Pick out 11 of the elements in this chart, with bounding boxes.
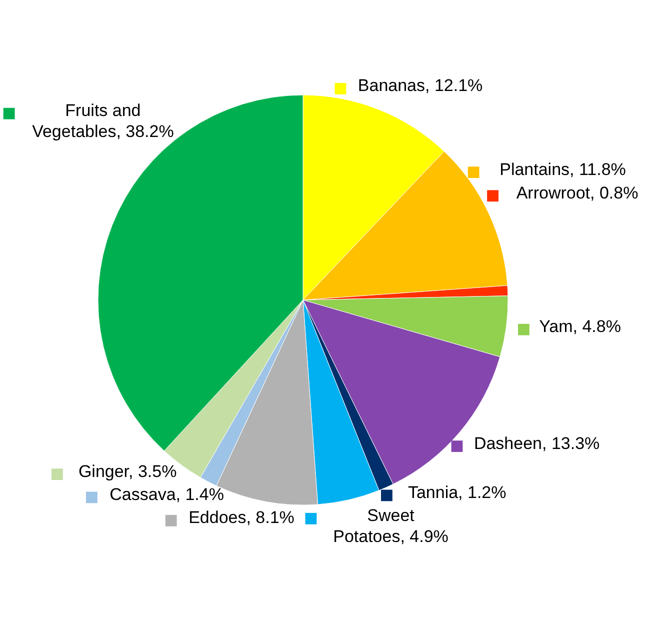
slice-label: Sweet Potatoes, 4.9% — [333, 506, 448, 546]
legend-label: Dasheen, 13.3% — [474, 434, 600, 453]
legend-label: Plantains, 11.8% — [500, 160, 626, 179]
legend-label: Arrowroot, 0.8% — [516, 183, 638, 202]
legend-label: Yam, 4.8% — [539, 317, 621, 336]
legend-label: Eddoes, 8.1% — [188, 508, 294, 528]
legend-label: Tannia, 1.2% — [408, 482, 506, 502]
legend-label: Bananas, 12.1% — [358, 76, 483, 96]
legend-label: Cassava, 1.4% — [110, 484, 224, 504]
legend-label: Ginger, 3.5% — [78, 462, 177, 481]
slice-label: Fruits and Vegetables, 38.2% — [32, 101, 174, 142]
